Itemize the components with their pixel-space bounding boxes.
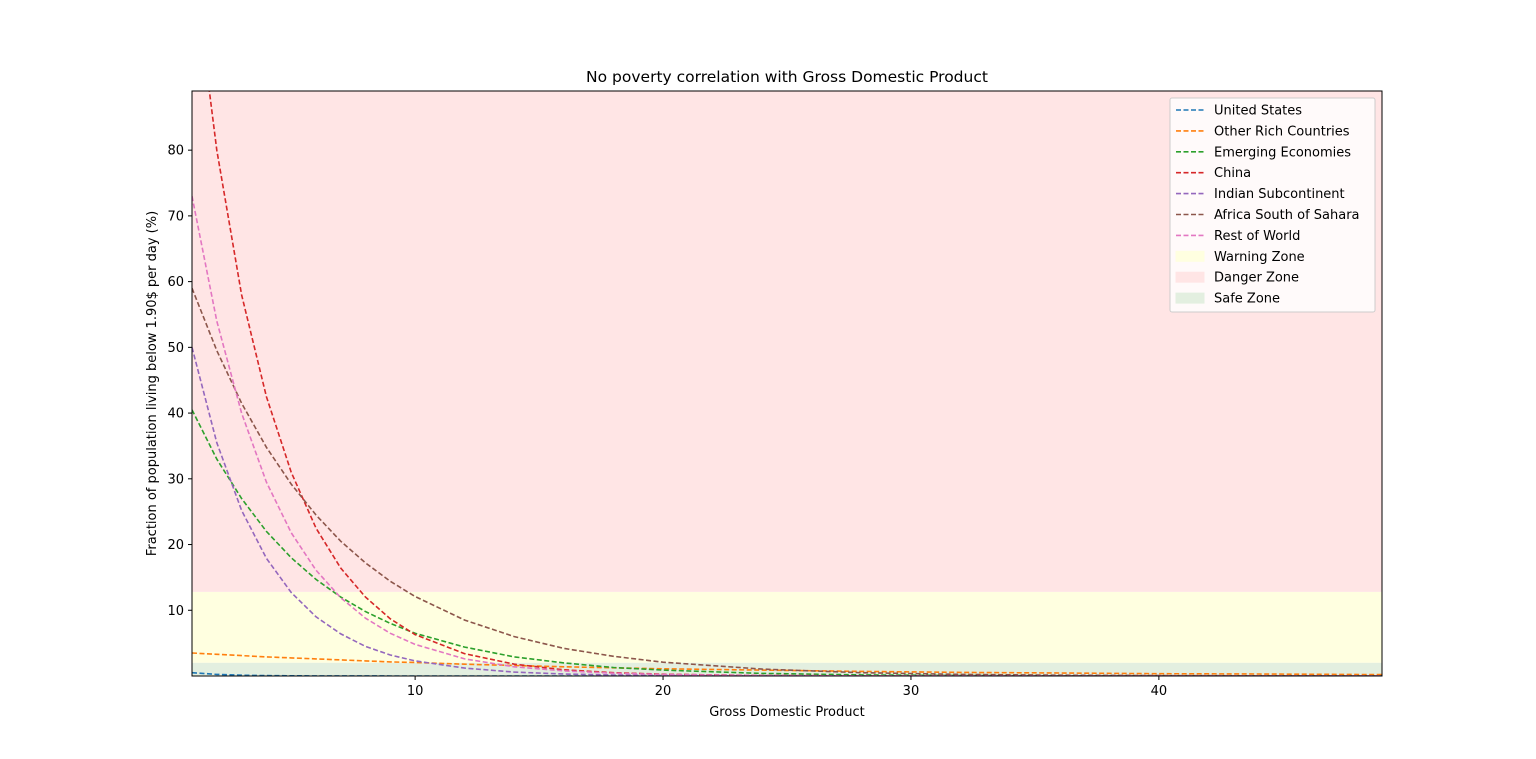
x-tick-label: 20 bbox=[655, 684, 672, 699]
series-line-africa-south-of-sahara bbox=[192, 287, 1382, 676]
x-axis-label: Gross Domestic Product bbox=[709, 705, 865, 720]
legend-entry: Danger Zone bbox=[1175, 271, 1299, 286]
x-tick-label: 40 bbox=[1151, 684, 1168, 699]
legend-entry: United States bbox=[1176, 104, 1302, 119]
legend-entry: Rest of World bbox=[1176, 229, 1300, 244]
legend-entry: Warning Zone bbox=[1175, 250, 1305, 265]
legend-label: Danger Zone bbox=[1214, 271, 1299, 286]
legend-label: United States bbox=[1214, 104, 1302, 119]
y-tick-label: 30 bbox=[167, 472, 184, 487]
chart-title: No poverty correlation with Gross Domest… bbox=[586, 68, 988, 86]
legend-entry: Emerging Economies bbox=[1176, 145, 1351, 160]
legend-entry: China bbox=[1176, 166, 1251, 181]
legend-entry: Other Rich Countries bbox=[1176, 124, 1350, 139]
y-tick-label: 40 bbox=[167, 407, 184, 422]
x-tick-label: 10 bbox=[407, 684, 424, 699]
legend-label: Safe Zone bbox=[1214, 292, 1280, 307]
legend-label: Africa South of Sahara bbox=[1214, 208, 1360, 223]
y-tick-label: 50 bbox=[167, 341, 184, 356]
zone-warning-zone bbox=[192, 591, 1382, 663]
y-tick-label: 80 bbox=[167, 144, 184, 159]
legend-label: Rest of World bbox=[1214, 229, 1300, 244]
legend-patch-swatch bbox=[1175, 271, 1205, 283]
y-tick-label: 20 bbox=[167, 538, 184, 553]
y-axis-label: Fraction of population living below 1.90… bbox=[145, 211, 160, 556]
legend-entry: Indian Subcontinent bbox=[1176, 187, 1345, 202]
y-tick-label: 70 bbox=[167, 209, 184, 224]
legend-label: Emerging Economies bbox=[1214, 145, 1351, 160]
legend-box bbox=[1169, 97, 1376, 313]
legend-label: Indian Subcontinent bbox=[1214, 187, 1345, 202]
legend-patch-swatch bbox=[1175, 250, 1205, 262]
x-tick-label: 30 bbox=[903, 684, 920, 699]
y-axis: 10 20 30 40 50 60 70 80 bbox=[167, 144, 192, 619]
x-axis: 10 20 30 40 bbox=[407, 676, 1167, 699]
plot-frame bbox=[191, 90, 1383, 677]
legend-label: China bbox=[1214, 166, 1251, 181]
y-tick-label: 10 bbox=[167, 604, 184, 619]
legend-patch-swatch bbox=[1175, 292, 1205, 304]
legend-label: Warning Zone bbox=[1214, 250, 1305, 265]
legend: United States Other Rich Countries Emergin… bbox=[1169, 97, 1376, 313]
legend-entry: Africa South of Sahara bbox=[1176, 208, 1360, 223]
series-line-other-rich-countries bbox=[192, 652, 1382, 676]
legend-entry: Safe Zone bbox=[1175, 292, 1280, 307]
legend-label: Other Rich Countries bbox=[1214, 124, 1350, 139]
y-tick-label: 60 bbox=[167, 275, 184, 290]
